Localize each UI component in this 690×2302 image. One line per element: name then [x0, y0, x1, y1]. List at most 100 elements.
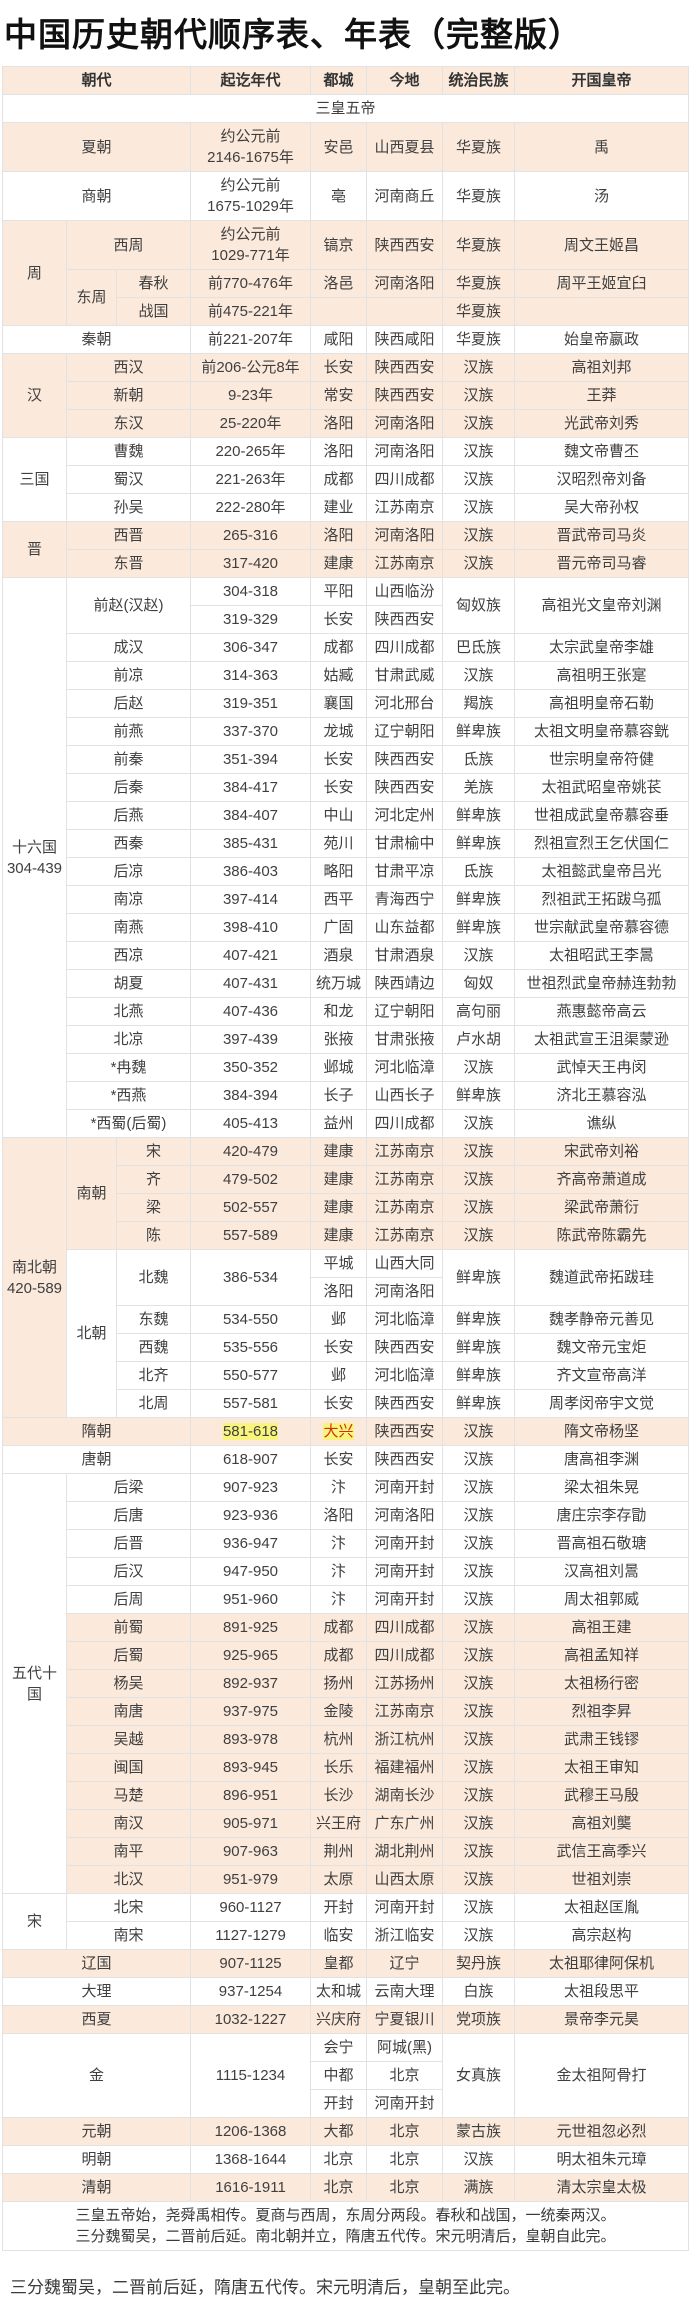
- table-cell: 汉族: [442, 1165, 515, 1194]
- table-cell: 222-280年: [190, 493, 311, 522]
- table-cell: 元朝: [2, 2117, 191, 2146]
- table-cell: 陕西西安: [366, 745, 443, 774]
- table-cell: 济北王慕容泓: [514, 1081, 689, 1110]
- table-cell: [310, 297, 367, 326]
- table-cell: 东魏: [116, 1305, 191, 1334]
- table-cell: 太祖赵匡胤: [514, 1893, 689, 1922]
- table-cell: 羌族: [442, 773, 515, 802]
- table-cell: 阿城(黑): [366, 2033, 443, 2062]
- table-cell: 306-347: [190, 633, 311, 662]
- table-cell: 宋: [2, 1893, 67, 1950]
- table-cell: 世祖烈武皇帝赫连勃勃: [514, 969, 689, 998]
- table-cell: 1127-1279: [190, 1921, 311, 1950]
- table-cell: 汤: [514, 171, 689, 221]
- table-cell: 陈武帝陈霸先: [514, 1221, 689, 1250]
- table-row: 前蜀 891-925 成都 四川成都 汉族 高祖王建: [3, 1613, 689, 1642]
- table-row: 后赵 319-351 襄国 河北邢台 羯族 高祖明皇帝石勒: [3, 689, 689, 718]
- table-cell: 江苏南京: [366, 1165, 443, 1194]
- table-row: 南宋 1127-1279 临安 浙江临安 汉族 高宗赵构: [3, 1921, 689, 1950]
- table-cell: 杨吴: [66, 1669, 191, 1698]
- table-cell: 战国: [116, 297, 191, 326]
- table-cell: 胡夏: [66, 969, 191, 998]
- table-cell: 江苏南京: [366, 1137, 443, 1166]
- table-cell: 四川成都: [366, 1613, 443, 1642]
- table-row: 南北朝 420-589 南朝宋 420-479 建康 江苏南京 汉族 宋武帝刘裕: [2, 1137, 689, 1418]
- page-title: 中国历史朝代顺序表、年表（完整版）: [4, 16, 582, 53]
- table-row: 秦朝 前221-207年 咸阳 陕西咸阳 华夏族 始皇帝嬴政: [2, 325, 689, 354]
- table-cell: 9-23年: [190, 381, 311, 410]
- table-cell: 397-414: [190, 885, 311, 914]
- table-cell: 周平王姬宜臼: [514, 269, 689, 298]
- table-row: 后汉 947-950 汴河南开封 汉族 汉高祖刘暠: [3, 1557, 689, 1586]
- table-cell: 平城: [310, 1249, 367, 1278]
- table-cell: 晋高祖石敬瑭: [514, 1529, 689, 1558]
- table-cell: 中山: [310, 801, 367, 830]
- table-cell: 西汉: [66, 353, 191, 382]
- table-cell: 湖南长沙: [366, 1781, 443, 1810]
- table-cell: 汉族: [442, 409, 515, 438]
- table-cell: 北周: [116, 1389, 191, 1418]
- table-row: 北朝 北魏 386-534 平城 山西大同 鲜卑族 魏道武帝拓跋珪: [3, 1249, 689, 1418]
- table-cell: 山西长子: [366, 1081, 443, 1110]
- table-cell: 清朝: [2, 2173, 191, 2202]
- table-cell: 陈: [116, 1221, 191, 1250]
- table-cell: 四川成都: [366, 465, 443, 494]
- table-cell: 周: [2, 220, 67, 326]
- table-cell: 鲜卑族: [442, 717, 515, 746]
- table-cell: 后梁: [66, 1473, 191, 1502]
- table-cell: 鲜卑族: [442, 913, 515, 942]
- table-cell: 甘肃武威: [366, 661, 443, 690]
- table-cell: 隋文帝杨坚: [514, 1417, 689, 1446]
- table-cell: 十六国 304-439: [2, 577, 67, 1138]
- table-cell: 成都: [310, 1641, 367, 1670]
- table-cell: 长乐: [310, 1753, 367, 1782]
- table-cell: 陕西西安: [366, 1445, 443, 1474]
- table-cell: 洛阳: [310, 1501, 367, 1530]
- table-cell: 汉族: [442, 465, 515, 494]
- table-cell: 华夏族: [442, 220, 515, 270]
- table-cell: 三皇五帝始，尧舜禹相传。夏商与西周，东周分两段。春秋和战国，一统秦两汉。 三分魏…: [2, 2201, 689, 2251]
- table-cell: 937-1254: [190, 1977, 311, 2006]
- table-cell: 907-1125: [190, 1949, 311, 1978]
- table-cell: 浙江杭州: [366, 1725, 443, 1754]
- table-cell: 华夏族: [442, 297, 515, 326]
- table-cell: 兴庆府: [310, 2005, 367, 2034]
- table-cell: 东周: [66, 269, 117, 326]
- table-row: 齐 479-502 建康 江苏南京 汉族 齐高帝萧道成: [3, 1165, 689, 1194]
- table-cell: 魏道武帝拓跋珪: [514, 1249, 689, 1306]
- table-cell: 太祖杨行密: [514, 1669, 689, 1698]
- table-cell: 河南开封: [366, 1893, 443, 1922]
- dynasty-table-body: 朝代 起讫年代 都城 今地 统治民族 开国皇帝 三皇五帝 夏朝 约公元前 2146-1675年安…: [2, 66, 689, 2251]
- table-cell: 1032-1227: [190, 2005, 311, 2034]
- table-row: 辽国 907-1125 皇都 辽宁 契丹族 太祖耶律阿保机: [2, 1949, 689, 1978]
- table-row: 北齐 550-577 邺河北临漳 鲜卑族 齐文宣帝高洋: [3, 1361, 689, 1390]
- table-row: 杨吴 892-937 扬州 江苏扬州 汉族 太祖杨行密: [3, 1669, 689, 1698]
- table-cell: 王莽: [514, 381, 689, 410]
- table-cell: 1368-1644: [190, 2145, 311, 2174]
- table-cell: 益州: [310, 1109, 367, 1138]
- table-row: 十六国 304-439 前赵(汉赵) 304-318 平阳 山西临汾 匈奴族 高祖光文皇帝刘…: [2, 577, 689, 1138]
- table-cell: 略阳: [310, 857, 367, 886]
- header-cell: 今地: [366, 66, 443, 95]
- table-cell: 河北邢台: [366, 689, 443, 718]
- table-cell: 陕西西安: [366, 773, 443, 802]
- table-cell: 汉族: [442, 1473, 515, 1502]
- table-cell: 周太祖郭威: [514, 1585, 689, 1614]
- table-cell: 前206-公元8年: [190, 353, 311, 382]
- table-row: 隋朝 581-618 大兴 陕西西安 汉族 隋文帝杨坚: [2, 1417, 689, 1446]
- table-cell: 汉族: [442, 1809, 515, 1838]
- table-cell: 350-352: [190, 1053, 311, 1082]
- table-row: 金 1115-1234 会宁 阿城(黑) 女真族 金太祖阿骨打: [2, 2033, 689, 2118]
- table-row: 吴越 893-978 杭州 浙江杭州 汉族 武肃王钱镠: [3, 1725, 689, 1754]
- table-cell: 长安: [310, 1389, 367, 1418]
- table-cell: 407-436: [190, 997, 311, 1026]
- table-cell: 后唐: [66, 1501, 191, 1530]
- table-cell: 晋: [2, 521, 67, 578]
- table-cell: 汉族: [442, 941, 515, 970]
- table-cell: 925-965: [190, 1641, 311, 1670]
- table-cell: 汉族: [442, 1557, 515, 1586]
- table-row: 马楚 896-951 长沙 湖南长沙 汉族 武穆王马殷: [3, 1781, 689, 1810]
- table-cell: 金陵: [310, 1697, 367, 1726]
- table-cell: 魏文帝曹丕: [514, 437, 689, 466]
- table-cell: 鲜卑族: [442, 1389, 515, 1418]
